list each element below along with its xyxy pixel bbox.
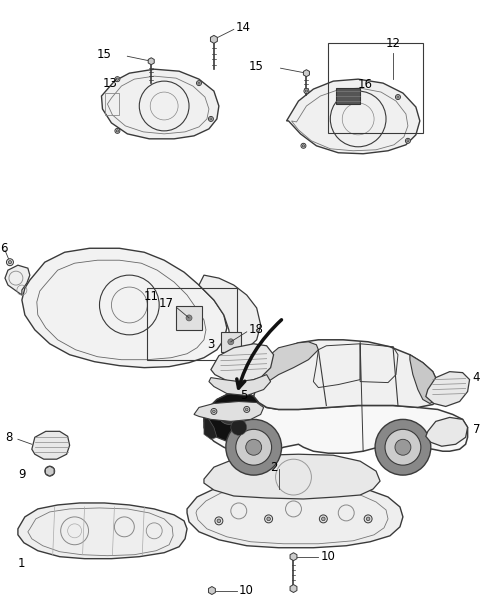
Circle shape bbox=[213, 410, 215, 413]
Bar bbox=[106, 93, 120, 115]
Circle shape bbox=[397, 96, 399, 98]
Polygon shape bbox=[426, 417, 468, 446]
Circle shape bbox=[267, 517, 270, 521]
Circle shape bbox=[301, 143, 306, 148]
Polygon shape bbox=[204, 414, 217, 439]
Text: 12: 12 bbox=[385, 37, 400, 50]
Circle shape bbox=[244, 406, 250, 412]
Polygon shape bbox=[18, 503, 187, 559]
Circle shape bbox=[48, 469, 52, 473]
Polygon shape bbox=[22, 248, 227, 368]
Polygon shape bbox=[221, 332, 241, 352]
Circle shape bbox=[406, 138, 410, 143]
Text: 10: 10 bbox=[239, 584, 253, 597]
Polygon shape bbox=[426, 371, 469, 406]
Circle shape bbox=[302, 144, 305, 147]
Polygon shape bbox=[336, 88, 360, 104]
Text: 17: 17 bbox=[159, 297, 174, 311]
Circle shape bbox=[196, 81, 202, 85]
Polygon shape bbox=[290, 553, 297, 560]
Polygon shape bbox=[199, 275, 261, 358]
Text: 18: 18 bbox=[249, 323, 264, 337]
Polygon shape bbox=[410, 355, 440, 403]
Polygon shape bbox=[101, 69, 219, 139]
Polygon shape bbox=[209, 374, 271, 396]
Circle shape bbox=[305, 90, 308, 92]
Circle shape bbox=[219, 405, 239, 424]
Circle shape bbox=[217, 519, 221, 523]
Circle shape bbox=[366, 517, 370, 521]
Circle shape bbox=[115, 128, 120, 134]
Polygon shape bbox=[204, 455, 380, 499]
Polygon shape bbox=[211, 344, 274, 383]
Polygon shape bbox=[32, 431, 70, 459]
Circle shape bbox=[375, 420, 431, 475]
Circle shape bbox=[211, 408, 217, 414]
Polygon shape bbox=[204, 391, 259, 441]
Circle shape bbox=[231, 420, 247, 435]
Circle shape bbox=[186, 315, 192, 321]
Polygon shape bbox=[257, 342, 318, 389]
Text: 1: 1 bbox=[18, 557, 25, 570]
Text: 8: 8 bbox=[5, 431, 12, 444]
Circle shape bbox=[407, 140, 409, 142]
Circle shape bbox=[228, 339, 234, 345]
Circle shape bbox=[116, 130, 119, 132]
Polygon shape bbox=[187, 481, 403, 548]
Polygon shape bbox=[7, 259, 12, 265]
Polygon shape bbox=[176, 306, 202, 330]
Circle shape bbox=[395, 439, 411, 455]
Circle shape bbox=[8, 261, 12, 264]
Text: 14: 14 bbox=[236, 21, 251, 34]
Polygon shape bbox=[287, 79, 420, 154]
Circle shape bbox=[226, 420, 282, 475]
Circle shape bbox=[264, 515, 273, 523]
Polygon shape bbox=[210, 36, 217, 43]
Text: 2: 2 bbox=[270, 461, 277, 474]
Polygon shape bbox=[290, 585, 297, 592]
Circle shape bbox=[246, 439, 262, 455]
Circle shape bbox=[236, 429, 272, 465]
Text: 9: 9 bbox=[18, 468, 25, 480]
Circle shape bbox=[385, 429, 421, 465]
Circle shape bbox=[116, 78, 119, 80]
Text: 10: 10 bbox=[320, 550, 335, 563]
Bar bbox=[147, 288, 237, 360]
Circle shape bbox=[198, 82, 200, 84]
Text: 4: 4 bbox=[473, 371, 480, 384]
Text: 16: 16 bbox=[358, 78, 373, 91]
Circle shape bbox=[304, 88, 309, 93]
Text: 7: 7 bbox=[473, 423, 480, 436]
Text: 11: 11 bbox=[144, 290, 159, 303]
Text: 3: 3 bbox=[207, 338, 215, 352]
Circle shape bbox=[319, 515, 327, 523]
Text: 15: 15 bbox=[249, 60, 264, 73]
Circle shape bbox=[6, 259, 13, 265]
Circle shape bbox=[45, 466, 55, 476]
Polygon shape bbox=[148, 58, 154, 64]
Circle shape bbox=[364, 515, 372, 523]
Text: 5: 5 bbox=[240, 389, 247, 402]
Text: 13: 13 bbox=[103, 76, 118, 90]
Polygon shape bbox=[194, 402, 264, 421]
Text: 6: 6 bbox=[0, 242, 8, 255]
Bar bbox=[328, 43, 423, 133]
Text: 15: 15 bbox=[96, 48, 111, 61]
Circle shape bbox=[396, 95, 400, 99]
Polygon shape bbox=[254, 340, 440, 409]
Circle shape bbox=[208, 116, 214, 122]
Circle shape bbox=[215, 517, 223, 525]
Circle shape bbox=[322, 517, 325, 521]
Polygon shape bbox=[46, 466, 54, 476]
Polygon shape bbox=[204, 391, 468, 453]
Circle shape bbox=[115, 76, 120, 82]
Polygon shape bbox=[5, 265, 30, 295]
Polygon shape bbox=[208, 586, 216, 595]
Polygon shape bbox=[303, 70, 310, 76]
Circle shape bbox=[245, 408, 248, 411]
Circle shape bbox=[210, 118, 212, 120]
